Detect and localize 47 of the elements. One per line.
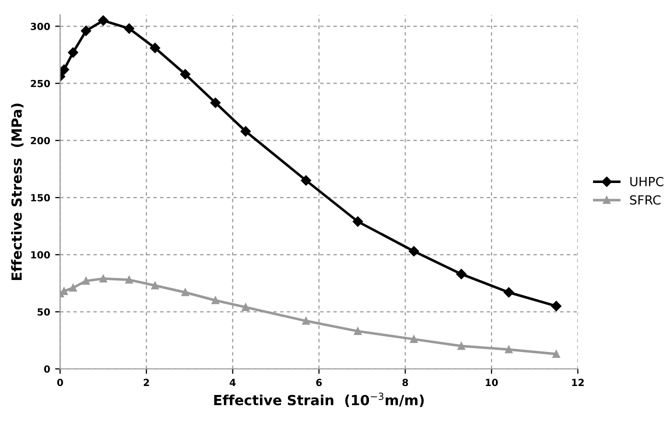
point	[151, 282, 159, 290]
point	[69, 284, 77, 292]
x-tick-label: 10	[486, 378, 498, 386]
legend-label: SFRC	[630, 195, 660, 205]
x-tick-label: 12	[572, 378, 584, 386]
y-tick-label: 0	[44, 365, 50, 373]
point	[68, 47, 78, 58]
point	[408, 246, 419, 256]
point	[302, 317, 310, 325]
y-tick-label: 300	[30, 22, 50, 30]
point	[212, 296, 220, 304]
y-tick-label: 100	[31, 251, 50, 259]
point	[80, 26, 92, 36]
point	[354, 327, 362, 336]
y-tick-label: 250	[30, 80, 50, 88]
point	[82, 277, 90, 285]
point	[98, 15, 108, 26]
point	[150, 42, 160, 54]
x-tick-label: 2	[144, 378, 149, 386]
x-tick-label: 0	[57, 378, 64, 386]
point	[504, 287, 514, 298]
point	[240, 126, 251, 136]
y-tick-label: 150	[31, 194, 50, 202]
point	[99, 274, 108, 282]
point	[180, 69, 190, 80]
x-axis-title: Effective Strain (10$^{−3}$m/m)	[214, 392, 424, 407]
point	[124, 23, 134, 34]
point	[181, 288, 190, 296]
x-tick-label: 6	[316, 378, 322, 386]
y-axis-title: Effective Stress (MPa)	[11, 104, 24, 280]
y-tick-label: 200	[30, 136, 50, 144]
legend-label: UHPC	[630, 176, 664, 186]
point	[300, 175, 312, 186]
x-tick-label: 4	[230, 378, 236, 386]
point	[352, 216, 363, 227]
point	[551, 300, 562, 312]
point	[210, 98, 221, 108]
point	[458, 342, 466, 350]
point	[552, 350, 560, 358]
y-tick-label: 50	[38, 308, 50, 316]
point	[125, 276, 133, 284]
point	[60, 64, 70, 75]
x-tick-label: 8	[402, 378, 408, 386]
point	[242, 303, 250, 312]
point	[456, 268, 466, 280]
point	[410, 335, 418, 344]
point	[504, 346, 513, 354]
